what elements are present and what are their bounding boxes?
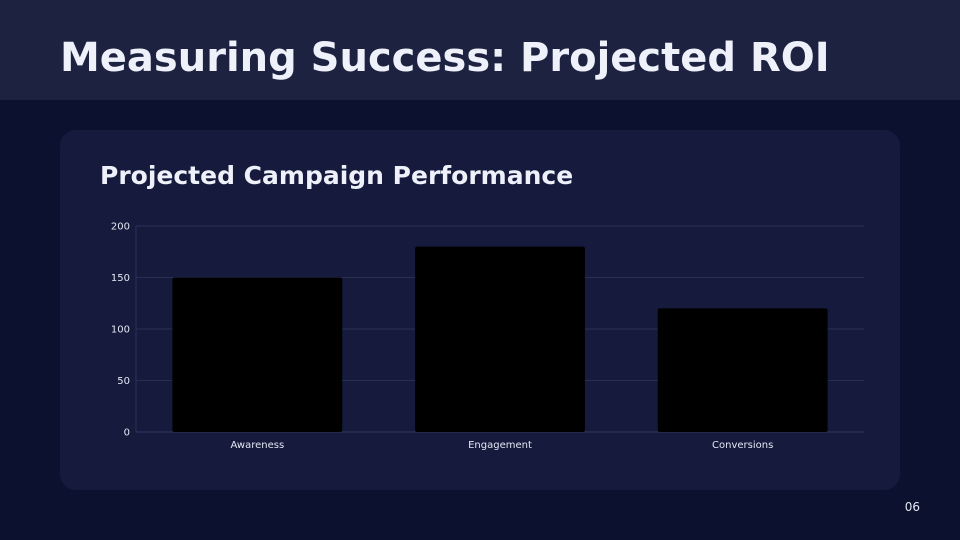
bar-awareness <box>172 277 343 432</box>
page-number: 06 <box>904 500 920 514</box>
bar-conversions <box>657 308 828 432</box>
y-tick-label: 0 <box>124 428 130 439</box>
x-tick-label: Engagement <box>468 440 532 451</box>
x-tick-label: Awareness <box>230 440 284 451</box>
slide-header: Measuring Success: Projected ROI <box>0 0 960 100</box>
bar-engagement <box>415 246 585 432</box>
x-tick-label: Conversions <box>712 440 773 451</box>
chart-title: Projected Campaign Performance <box>100 161 574 190</box>
y-tick-label: 200 <box>111 222 130 233</box>
y-tick-label: 50 <box>117 376 130 387</box>
slide-title: Measuring Success: Projected ROI <box>60 35 830 81</box>
bar-chart: 0 50 100 150 200 Awareness Engagement Conversio… <box>111 222 864 451</box>
y-tick-label: 150 <box>111 273 130 284</box>
chart-card: Projected Campaign Performance 0 50 100 150… <box>60 130 900 490</box>
y-tick-label: 100 <box>111 325 130 336</box>
